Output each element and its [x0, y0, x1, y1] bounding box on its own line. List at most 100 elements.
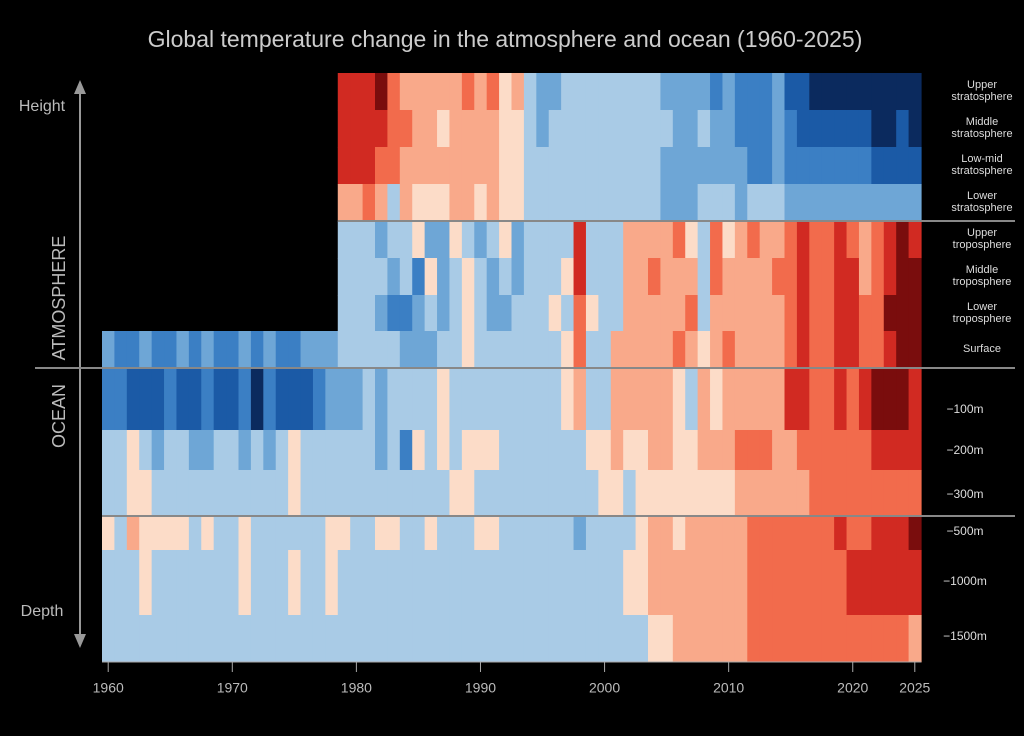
- cell: [164, 615, 178, 663]
- cell: [648, 73, 662, 111]
- cell: [858, 295, 872, 332]
- cell: [635, 295, 649, 332]
- cell: [896, 331, 910, 369]
- cell: [362, 368, 376, 431]
- cell: [846, 73, 860, 111]
- cell: [523, 615, 537, 663]
- cell: [139, 430, 153, 471]
- cell: [499, 147, 513, 185]
- cell: [486, 516, 500, 551]
- row-label: Low-mid stratosphere: [951, 153, 1013, 177]
- cell: [896, 516, 910, 551]
- cell: [461, 368, 475, 431]
- cell: [362, 295, 376, 332]
- cell: [511, 73, 525, 111]
- cell: [213, 550, 227, 616]
- cell: [610, 615, 624, 663]
- cell: [883, 368, 897, 431]
- cell: [871, 184, 885, 222]
- cell: [883, 430, 897, 471]
- cell: [685, 470, 699, 517]
- cell: [499, 470, 513, 517]
- cell: [325, 368, 339, 431]
- cell: [784, 615, 798, 663]
- cell: [697, 615, 711, 663]
- cell: [226, 430, 240, 471]
- cell: [834, 147, 848, 185]
- cell: [362, 73, 376, 111]
- cell: [908, 516, 922, 551]
- cell: [846, 331, 860, 369]
- row-label: −100m: [946, 402, 984, 416]
- cell: [809, 516, 823, 551]
- cell: [548, 147, 562, 185]
- cell: [548, 331, 562, 369]
- cell: [536, 110, 550, 148]
- cell: [858, 221, 872, 259]
- cell: [747, 516, 761, 551]
- cell: [399, 550, 413, 616]
- cell: [449, 615, 463, 663]
- cell: [784, 550, 798, 616]
- cell: [759, 470, 773, 517]
- cell: [598, 258, 612, 296]
- cell: [834, 615, 848, 663]
- cell: [325, 615, 339, 663]
- cell: [809, 258, 823, 296]
- cell: [523, 73, 537, 111]
- cell: [734, 331, 748, 369]
- cell: [772, 430, 786, 471]
- chart-title: Global temperature change in the atmosph…: [148, 26, 863, 52]
- cell: [288, 368, 302, 431]
- cell: [660, 368, 674, 431]
- cell: [188, 368, 202, 431]
- cell: [126, 470, 140, 517]
- cell: [350, 516, 364, 551]
- cell: [585, 110, 599, 148]
- ocean-label: OCEAN: [49, 384, 69, 448]
- cell: [325, 430, 339, 471]
- cell: [548, 73, 562, 111]
- cell: [486, 368, 500, 431]
- cell: [424, 470, 438, 517]
- cell: [908, 368, 922, 431]
- cell: [809, 368, 823, 431]
- cell: [424, 73, 438, 111]
- cell: [561, 147, 575, 185]
- cell: [511, 221, 525, 259]
- cell: [164, 331, 178, 369]
- cell: [759, 184, 773, 222]
- cell: [176, 550, 190, 616]
- cell: [312, 550, 326, 616]
- cell: [437, 615, 451, 663]
- cell: [275, 470, 289, 517]
- cell: [809, 430, 823, 471]
- cell: [511, 110, 525, 148]
- cell: [188, 615, 202, 663]
- cell: [102, 615, 116, 663]
- cell: [896, 550, 910, 616]
- cell: [598, 516, 612, 551]
- cell: [300, 430, 314, 471]
- cell: [275, 430, 289, 471]
- cell: [312, 470, 326, 517]
- cell: [350, 184, 364, 222]
- cell: [362, 258, 376, 296]
- cell: [871, 430, 885, 471]
- cell: [834, 430, 848, 471]
- cell: [635, 368, 649, 431]
- cell: [461, 516, 475, 551]
- cell: [722, 615, 736, 663]
- cell: [375, 184, 389, 222]
- cell: [164, 516, 178, 551]
- cell: [536, 295, 550, 332]
- cell: [734, 221, 748, 259]
- cell: [772, 184, 786, 222]
- cell: [648, 550, 662, 616]
- cell: [660, 550, 674, 616]
- cell: [312, 615, 326, 663]
- row-label: Middle stratosphere: [951, 116, 1013, 140]
- cell: [437, 184, 451, 222]
- cell: [263, 516, 277, 551]
- cell: [561, 110, 575, 148]
